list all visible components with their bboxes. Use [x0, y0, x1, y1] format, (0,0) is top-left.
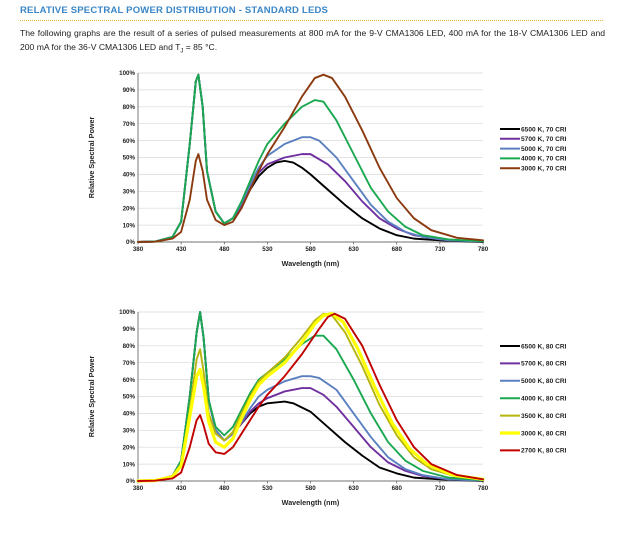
y-tick-label: 70%	[123, 360, 136, 367]
x-tick-label: 680	[392, 246, 403, 253]
legend-label: 2700 K, 80 CRI	[521, 448, 567, 455]
legend-label: 4000 K, 80 CRI	[521, 396, 567, 403]
series-line-3000-k-80-cri	[136, 312, 485, 483]
x-tick-label: 530	[262, 485, 273, 492]
y-tick-label: 100%	[119, 309, 135, 316]
spectral-chart-70cri: 0% 10% 20% 30% 40% 50% 60% 70% 80% 90% 100% 380 430 4…	[87, 70, 567, 268]
legend-label: 5700 K, 80 CRI	[521, 361, 567, 368]
intro-subscript: J	[180, 48, 184, 55]
legend-label: 6500 K, 70 CRI	[521, 126, 567, 133]
x-tick-label: 380	[133, 246, 144, 253]
x-tick-label: 530	[262, 246, 273, 253]
y-tick-label: 50%	[123, 394, 136, 401]
y-tick-label: 90%	[123, 87, 136, 94]
y-tick-label: 60%	[123, 138, 136, 145]
x-tick-label: 630	[348, 485, 359, 492]
y-tick-label: 40%	[123, 411, 136, 418]
series-line-3500-k-80-cri	[137, 312, 484, 482]
x-tick-label: 480	[219, 246, 230, 253]
x-tick-label: 480	[219, 485, 230, 492]
y-tick-label: 80%	[123, 343, 136, 350]
x-tick-label: 580	[305, 246, 316, 253]
y-tick-label: 70%	[123, 121, 136, 128]
y-tick-label: 90%	[123, 326, 136, 333]
legend-label: 4000 K, 70 CRI	[521, 156, 567, 163]
x-tick-label: 430	[176, 246, 187, 253]
y-tick-label: 60%	[123, 377, 136, 384]
series-line-5000-k-70-cri	[137, 73, 484, 243]
section-heading: RELATIVE SPECTRAL POWER DISTRIBUTION - S…	[20, 5, 329, 16]
y-tick-label: 50%	[123, 155, 136, 162]
y-tick-label: 10%	[123, 461, 136, 468]
y-tick-label: 20%	[123, 444, 136, 451]
y-tick-label: 0%	[126, 239, 135, 246]
intro-text: The following graphs are the result of a…	[20, 28, 605, 52]
legend-label: 5700 K, 70 CRI	[521, 136, 567, 143]
y-tick-label: 10%	[123, 222, 136, 229]
series-line-6500-k-70-cri	[137, 73, 484, 243]
y-tick-label: 100%	[119, 70, 135, 77]
legend-label: 6500 K, 80 CRI	[521, 343, 567, 350]
legend-label: 3000 K, 80 CRI	[521, 430, 567, 437]
series-line-4000-k-80-cri	[137, 311, 484, 482]
series-line-4000-k-70-cri	[137, 73, 484, 243]
x-tick-label: 780	[478, 246, 489, 253]
y-tick-label: 0%	[126, 478, 135, 485]
x-axis-label: Wavelength (nm)	[282, 498, 340, 507]
y-axis-label: Relative Spectral Power	[87, 356, 96, 438]
heading-divider	[20, 20, 603, 21]
legend-label: 3500 K, 80 CRI	[521, 413, 567, 420]
legend-label: 5000 K, 70 CRI	[521, 146, 567, 153]
spectral-chart-80cri: 0% 10% 20% 30% 40% 50% 60% 70% 80% 90% 100% 380 430 4…	[87, 309, 567, 507]
y-tick-label: 80%	[123, 104, 136, 111]
y-tick-label: 30%	[123, 428, 136, 435]
y-axis-label: Relative Spectral Power	[87, 117, 96, 199]
x-tick-label: 730	[435, 485, 446, 492]
x-tick-label: 680	[392, 485, 403, 492]
y-tick-label: 20%	[123, 205, 136, 212]
series-line-3000-k-70-cri	[137, 73, 484, 243]
series-line-5700-k-70-cri	[137, 73, 484, 243]
x-tick-label: 430	[176, 485, 187, 492]
legend-label: 3000 K, 70 CRI	[521, 166, 567, 173]
series-line-2700-k-80-cri	[137, 312, 484, 482]
x-tick-label: 730	[435, 246, 446, 253]
x-axis-label: Wavelength (nm)	[282, 259, 340, 268]
y-tick-label: 40%	[123, 172, 136, 179]
legend-label: 5000 K, 80 CRI	[521, 378, 567, 385]
intro-text-end: = 85 °C.	[183, 41, 218, 52]
x-tick-label: 780	[478, 485, 489, 492]
x-tick-label: 630	[348, 246, 359, 253]
y-tick-label: 30%	[123, 189, 136, 196]
x-tick-label: 580	[305, 485, 316, 492]
x-tick-label: 380	[133, 485, 144, 492]
intro-paragraph: The following graphs are the result of a…	[20, 27, 605, 59]
